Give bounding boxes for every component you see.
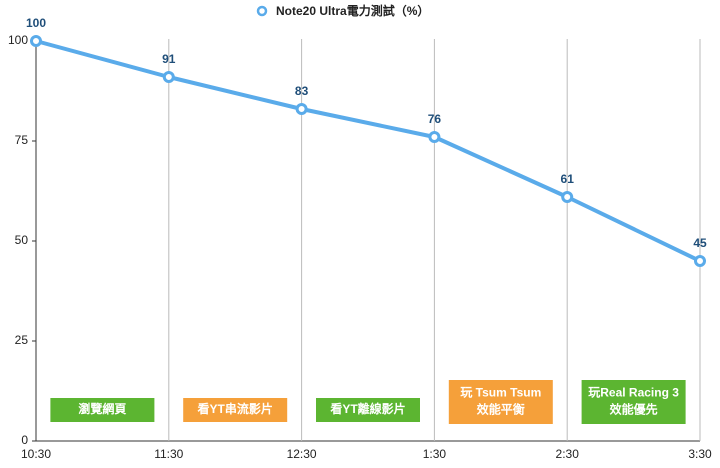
annotation-text: 看YT串流影片 [198, 401, 273, 416]
x-tick-label: 2:30 [556, 447, 580, 461]
value-label: 76 [428, 112, 442, 126]
annotation-box [50, 398, 155, 422]
value-label: 91 [162, 52, 176, 66]
annotation-text: 效能平衡 [477, 402, 525, 417]
y-tick-label: 0 [21, 433, 28, 447]
x-tick-label: 11:30 [154, 447, 183, 461]
x-tick-label: 10:30 [21, 447, 51, 461]
x-tick-label: 12:30 [287, 447, 317, 461]
x-tick-label: 1:30 [423, 447, 447, 461]
legend-marker [256, 5, 268, 17]
annotation-text: 效能優先 [610, 402, 658, 417]
x-tick-label: 3:30 [688, 447, 712, 461]
point [561, 191, 574, 203]
annotation-box [183, 398, 288, 422]
point [428, 131, 441, 143]
annotation-box [581, 380, 686, 424]
line [35, 39, 701, 263]
y-tick-label: 100 [8, 33, 28, 47]
point [295, 103, 308, 115]
annotation-text: 玩 Tsum Tsum [460, 386, 541, 400]
value-label: 45 [693, 236, 707, 250]
annotation-text: 看YT離線影片 [330, 401, 405, 416]
point [30, 35, 42, 47]
annotation-text: 玩Real Racing 3 [588, 386, 679, 400]
annotation-box [316, 398, 420, 422]
value-label: 100 [26, 16, 46, 30]
point [162, 71, 175, 83]
annotation-box [448, 380, 553, 424]
value-label: 83 [295, 84, 309, 98]
y-tick-label: 75 [15, 133, 29, 147]
annotation-text: 瀏覽網頁 [78, 401, 126, 416]
legend-label: Note20 Ultra電力測試（%） [276, 3, 429, 18]
y-tick-label: 50 [15, 233, 29, 247]
y-tick-label: 25 [15, 333, 29, 347]
point [694, 255, 706, 267]
value-label: 61 [561, 172, 575, 186]
